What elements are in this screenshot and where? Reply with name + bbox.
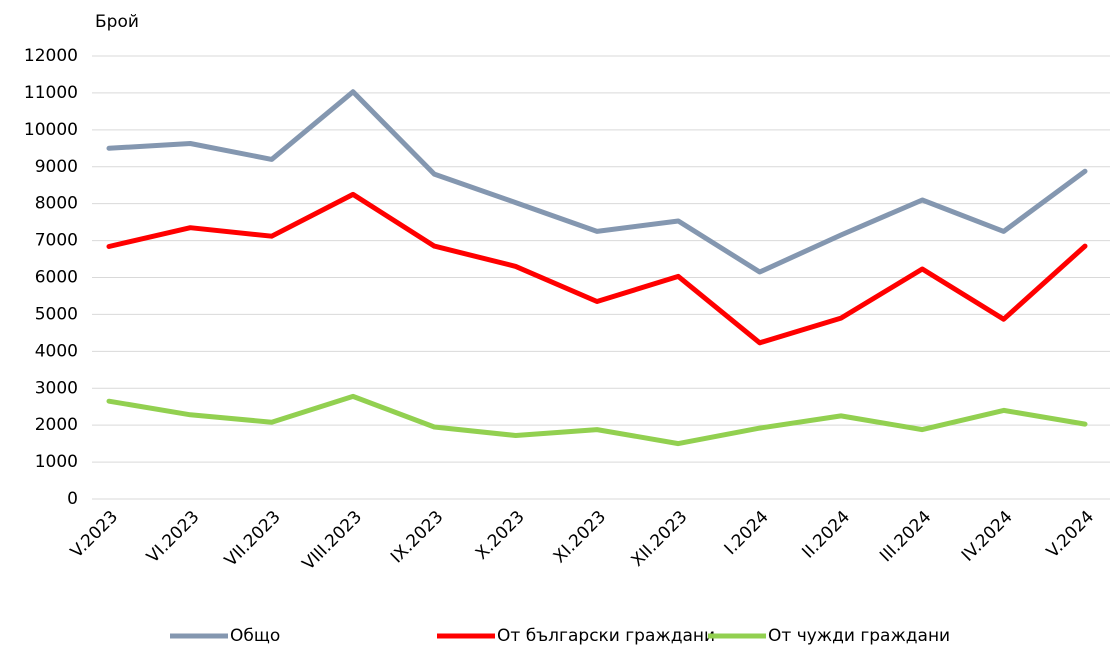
- x-tick-label: IX.2023: [387, 507, 447, 567]
- y-tick-label: 9000: [35, 157, 78, 177]
- y-tick-label: 7000: [35, 231, 78, 251]
- series-line: [106, 89, 1088, 275]
- x-tick-label: VII.2023: [221, 507, 285, 571]
- y-tick-label: 6000: [35, 268, 78, 288]
- x-tick-label: V.2024: [1043, 507, 1098, 562]
- x-tick-label: V.2023: [67, 507, 122, 562]
- x-tick-label: XII.2023: [628, 507, 692, 571]
- x-tick-label: I.2024: [721, 507, 773, 559]
- x-tick-label: III.2024: [876, 507, 935, 566]
- x-tick-label: II.2024: [798, 507, 854, 563]
- y-tick-label: 5000: [35, 304, 78, 324]
- x-tick-label: XI.2023: [550, 507, 610, 567]
- x-tick-label: VIII.2023: [299, 507, 366, 574]
- x-tick-label: X.2023: [472, 507, 529, 564]
- y-tick-label: 4000: [35, 341, 78, 361]
- series-line: [106, 191, 1088, 346]
- legend-label: От български граждани: [497, 626, 715, 646]
- x-tick-label: IV.2024: [958, 507, 1017, 566]
- y-tick-label: 3000: [35, 378, 78, 398]
- y-tick-label: 12000: [24, 46, 78, 66]
- y-tick-label: 2000: [35, 415, 78, 435]
- legend-label: От чужди граждани: [768, 626, 950, 646]
- y-axis-label: Брой: [95, 12, 139, 32]
- y-tick-label: 0: [67, 489, 78, 509]
- y-tick-label: 8000: [35, 194, 78, 214]
- y-tick-label: 1000: [35, 452, 78, 472]
- x-tick-label: VI.2023: [143, 507, 203, 567]
- series-line: [106, 393, 1088, 447]
- legend-label: Общо: [230, 626, 280, 646]
- y-tick-label: 11000: [24, 83, 78, 103]
- y-tick-label: 10000: [24, 120, 78, 140]
